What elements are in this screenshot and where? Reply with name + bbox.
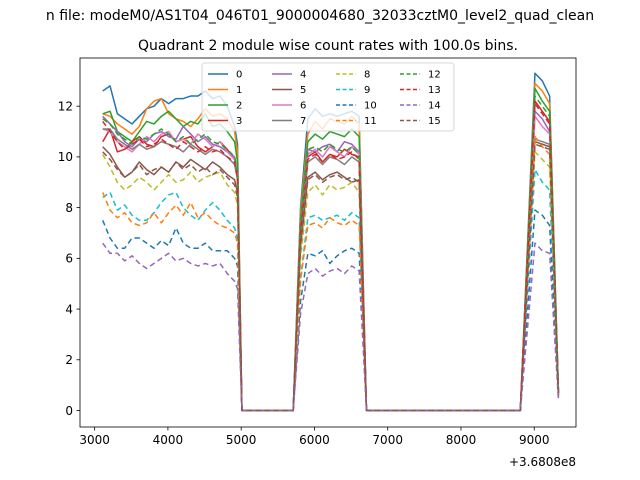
axis-ticks: 3000 4000 5000 6000 7000 8000 9000 0 2 4 6 8 10 12 <box>58 99 550 447</box>
legend-label-1: 1 <box>236 85 242 96</box>
legend-label-11: 11 <box>364 116 377 127</box>
legend-label-13: 13 <box>428 85 441 96</box>
x-tick-label: 9000 <box>519 433 550 447</box>
legend-label-0: 0 <box>236 70 242 81</box>
series-line-15 <box>102 143 560 412</box>
y-tick-label: 8 <box>65 201 73 215</box>
x-offset-label: +3.6808e8 <box>509 455 576 469</box>
y-tick-label: 10 <box>58 150 73 164</box>
series-line-14 <box>102 242 560 412</box>
x-tick-label: 5000 <box>226 433 257 447</box>
legend-label-4: 4 <box>300 70 306 81</box>
chart-title: Quadrant 2 module wise count rates with … <box>138 38 518 54</box>
legend-label-3: 3 <box>236 116 242 127</box>
series-line-9 <box>102 168 560 412</box>
plot-area <box>102 72 560 412</box>
series-line-7 <box>102 128 560 412</box>
y-tick-label: 0 <box>65 404 73 418</box>
x-tick-label: 8000 <box>446 433 477 447</box>
series-line-8 <box>102 151 560 412</box>
legend-label-7: 7 <box>300 116 306 127</box>
x-tick-label: 7000 <box>372 433 403 447</box>
series-line-11 <box>102 135 560 412</box>
legend-label-10: 10 <box>364 101 377 112</box>
x-tick-label: 6000 <box>299 433 330 447</box>
legend-label-14: 14 <box>428 101 441 112</box>
series-line-13 <box>102 102 560 412</box>
x-tick-label: 4000 <box>153 433 184 447</box>
series-line-4 <box>102 110 560 412</box>
y-tick-label: 12 <box>58 99 73 113</box>
legend-label-12: 12 <box>428 70 441 81</box>
y-tick-label: 2 <box>65 353 73 367</box>
series-line-10 <box>102 209 560 412</box>
x-tick-label: 3000 <box>79 433 110 447</box>
legend-box <box>201 62 455 132</box>
legend-label-6: 6 <box>300 101 306 112</box>
legend-label-8: 8 <box>364 70 370 81</box>
legend-label-15: 15 <box>428 116 441 127</box>
legend-label-5: 5 <box>300 85 306 96</box>
legend-label-9: 9 <box>364 85 370 96</box>
series-line-2 <box>102 87 560 412</box>
y-tick-label: 6 <box>65 252 73 266</box>
series-line-12 <box>102 95 560 412</box>
figure-suptitle: n file: modeM0/AS1T04_046T01_9000004680_… <box>46 8 594 24</box>
legend-label-2: 2 <box>236 101 242 112</box>
y-tick-label: 4 <box>65 302 73 316</box>
series-line-5 <box>102 140 560 412</box>
axes-frame <box>79 57 577 428</box>
